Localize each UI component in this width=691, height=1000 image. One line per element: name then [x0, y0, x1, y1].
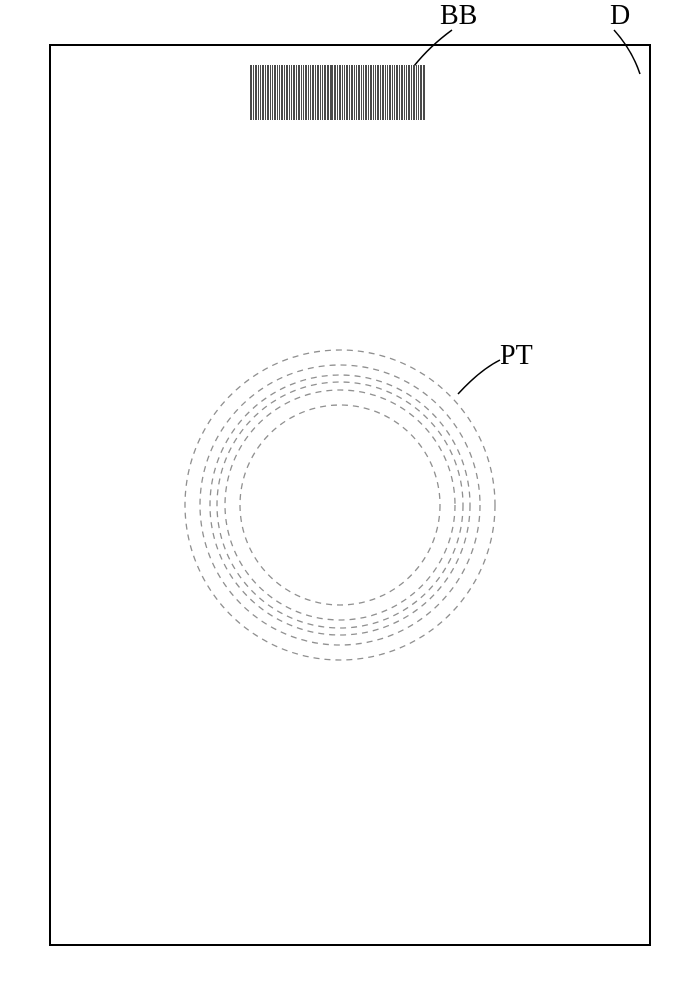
barcode-bar — [272, 65, 273, 120]
barcode-bar — [346, 65, 348, 120]
barcode-bar — [281, 65, 283, 120]
barcode-bar — [358, 65, 360, 120]
barcode-bar — [354, 65, 355, 120]
barcode-bar — [253, 65, 254, 120]
barcode-bar — [327, 65, 329, 120]
barcode-bar — [322, 65, 323, 120]
barcode — [250, 65, 425, 120]
barcode-bar — [387, 65, 388, 120]
barcode-bar — [370, 65, 372, 120]
barcode-bar — [408, 65, 410, 120]
barcode-bar — [382, 65, 384, 120]
ring — [200, 365, 480, 645]
barcode-bar — [420, 65, 422, 120]
document-frame — [50, 45, 650, 945]
barcode-bar — [315, 65, 316, 120]
barcode-bar — [291, 65, 292, 120]
barcode-bar — [262, 65, 264, 120]
barcode-bar — [373, 65, 374, 120]
barcode-bar — [375, 65, 376, 120]
barcode-bar — [416, 65, 417, 120]
barcode-bar — [298, 65, 300, 120]
barcode-bar — [303, 65, 304, 120]
barcode-bar — [320, 65, 321, 120]
barcode-bar — [418, 65, 419, 120]
leader-bb — [414, 30, 452, 66]
ring — [210, 375, 470, 635]
barcode-bar — [267, 65, 269, 120]
leader-pt — [458, 360, 500, 394]
barcode-bar — [356, 65, 357, 120]
barcode-bar — [330, 65, 333, 120]
barcode-bar — [265, 65, 266, 120]
barcode-bar — [423, 65, 425, 120]
barcode-bar — [365, 65, 367, 120]
barcode-bar — [301, 65, 302, 120]
barcode-bar — [310, 65, 311, 120]
barcode-bar — [317, 65, 319, 120]
ring — [240, 405, 440, 605]
barcode-bar — [260, 65, 261, 120]
barcode-bar — [312, 65, 314, 120]
barcode-bar — [305, 65, 307, 120]
barcode-bar — [270, 65, 271, 120]
barcode-bar — [413, 65, 415, 120]
barcode-bar — [334, 65, 336, 120]
leader-d — [614, 30, 640, 74]
barcode-bar — [385, 65, 386, 120]
barcode-bar — [404, 65, 405, 120]
label-d: D — [610, 0, 630, 32]
barcode-bar — [396, 65, 398, 120]
barcode-bar — [406, 65, 407, 120]
barcode-bar — [392, 65, 393, 120]
barcode-bar — [296, 65, 297, 120]
barcode-bar — [351, 65, 353, 120]
barcode-bar — [411, 65, 412, 120]
barcode-bar — [279, 65, 280, 120]
barcode-bar — [277, 65, 278, 120]
rings — [185, 350, 495, 660]
label-pt: PT — [500, 340, 533, 372]
barcode-bar — [308, 65, 309, 120]
barcode-bar — [342, 65, 343, 120]
ring — [185, 350, 495, 660]
barcode-bar — [339, 65, 341, 120]
barcode-bar — [377, 65, 379, 120]
barcode-bar — [380, 65, 381, 120]
barcode-bar — [399, 65, 400, 120]
barcode-bar — [258, 65, 259, 120]
barcode-bar — [255, 65, 257, 120]
label-bb: BB — [440, 0, 477, 32]
barcode-bar — [324, 65, 326, 120]
barcode-bar — [368, 65, 369, 120]
ring — [217, 382, 463, 628]
barcode-bar — [344, 65, 345, 120]
barcode-bar — [289, 65, 290, 120]
barcode-bar — [363, 65, 364, 120]
barcode-bar — [274, 65, 276, 120]
barcode-bar — [250, 65, 252, 120]
barcode-bar — [394, 65, 395, 120]
barcode-bar — [293, 65, 295, 120]
ring — [225, 390, 455, 620]
barcode-bar — [401, 65, 403, 120]
barcode-bar — [337, 65, 338, 120]
diagram-svg — [0, 0, 691, 1000]
barcode-bar — [286, 65, 288, 120]
diagram-stage: D BB PT — [0, 0, 691, 1000]
barcode-bar — [284, 65, 285, 120]
barcode-bar — [349, 65, 350, 120]
barcode-bar — [361, 65, 362, 120]
barcode-bar — [389, 65, 391, 120]
